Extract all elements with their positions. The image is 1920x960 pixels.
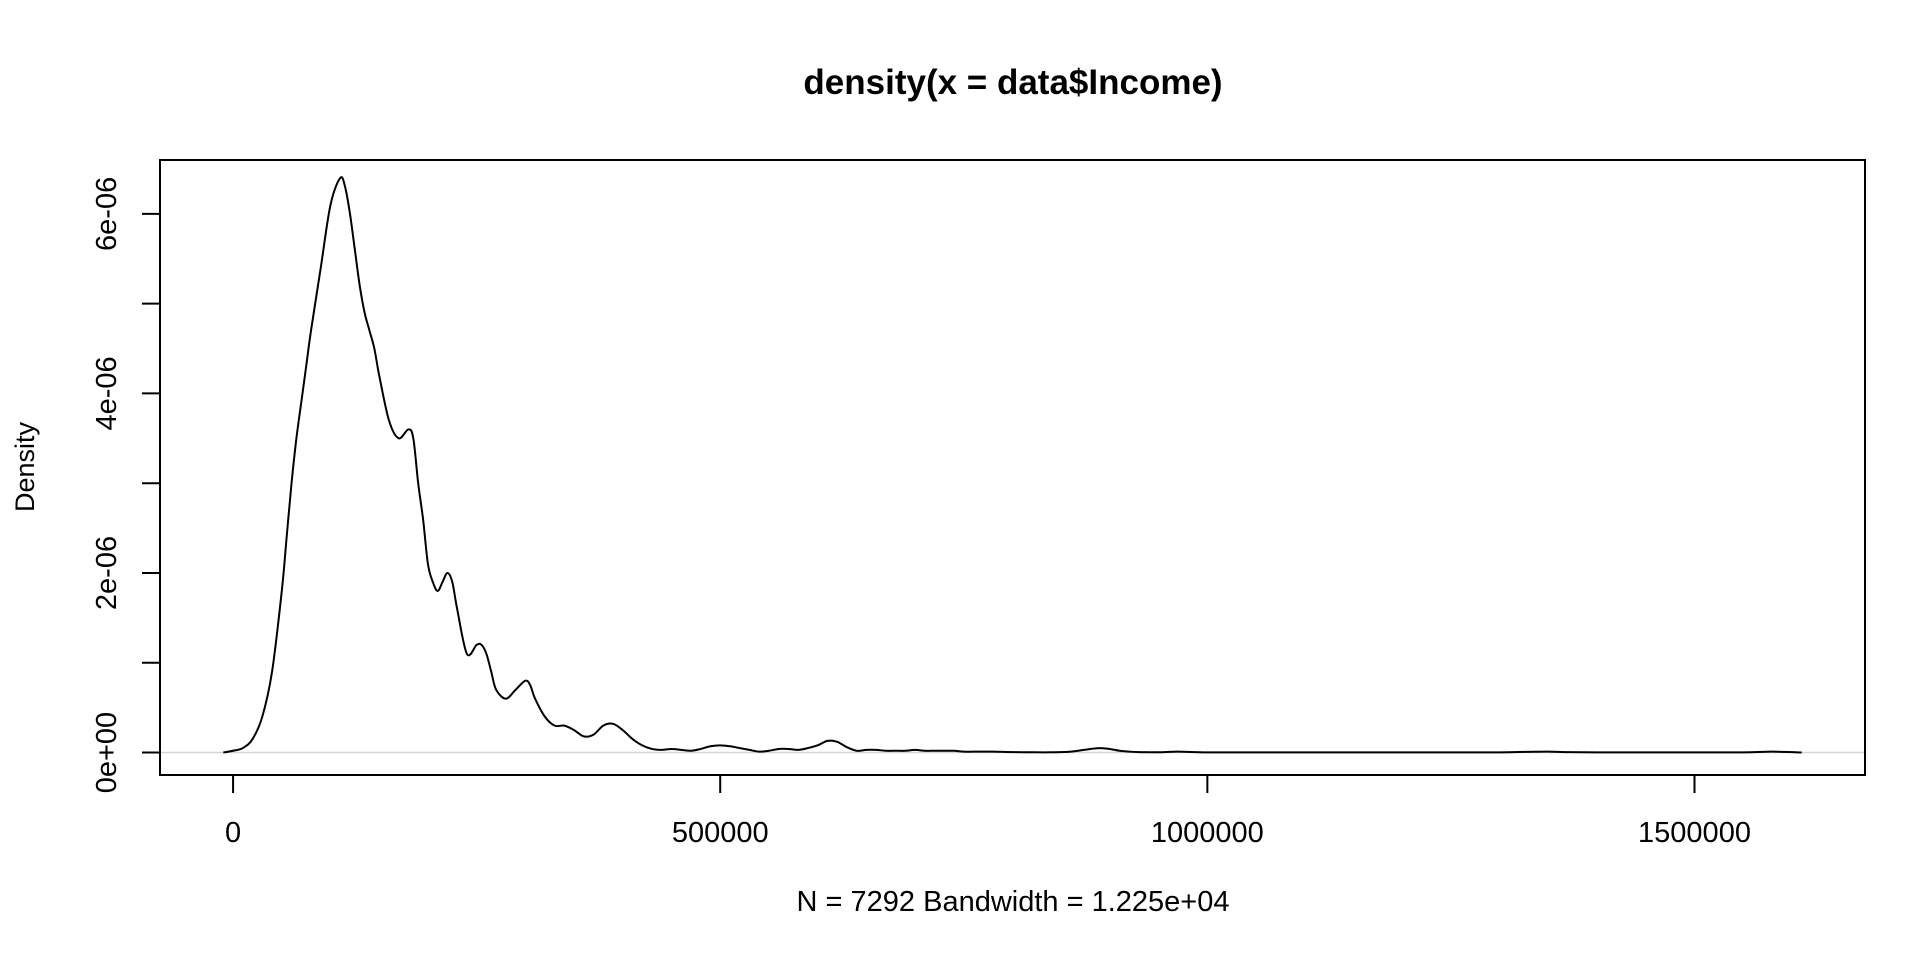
- x-tick-label: 1500000: [1638, 817, 1751, 849]
- x-tick-label: 1000000: [1151, 817, 1264, 849]
- y-tick-label: 0e+00: [91, 712, 123, 793]
- y-axis-label: Density: [10, 421, 40, 512]
- density-curve: [223, 176, 1802, 754]
- x-axis-label: N = 7292 Bandwidth = 1.225e+04: [797, 886, 1230, 918]
- x-axis: 0 500000 1000000 1500000: [225, 774, 1751, 849]
- y-axis: 0e+00 2e-06 4e-06 6e-06: [91, 177, 161, 793]
- y-tick-label: 2e-06: [91, 536, 123, 610]
- y-tick-label: 4e-06: [91, 356, 123, 430]
- chart-title: density(x = data$Income): [803, 63, 1222, 102]
- x-tick-label: 0: [225, 817, 241, 849]
- y-tick-label: 6e-06: [91, 177, 123, 251]
- x-tick-label: 500000: [672, 817, 769, 849]
